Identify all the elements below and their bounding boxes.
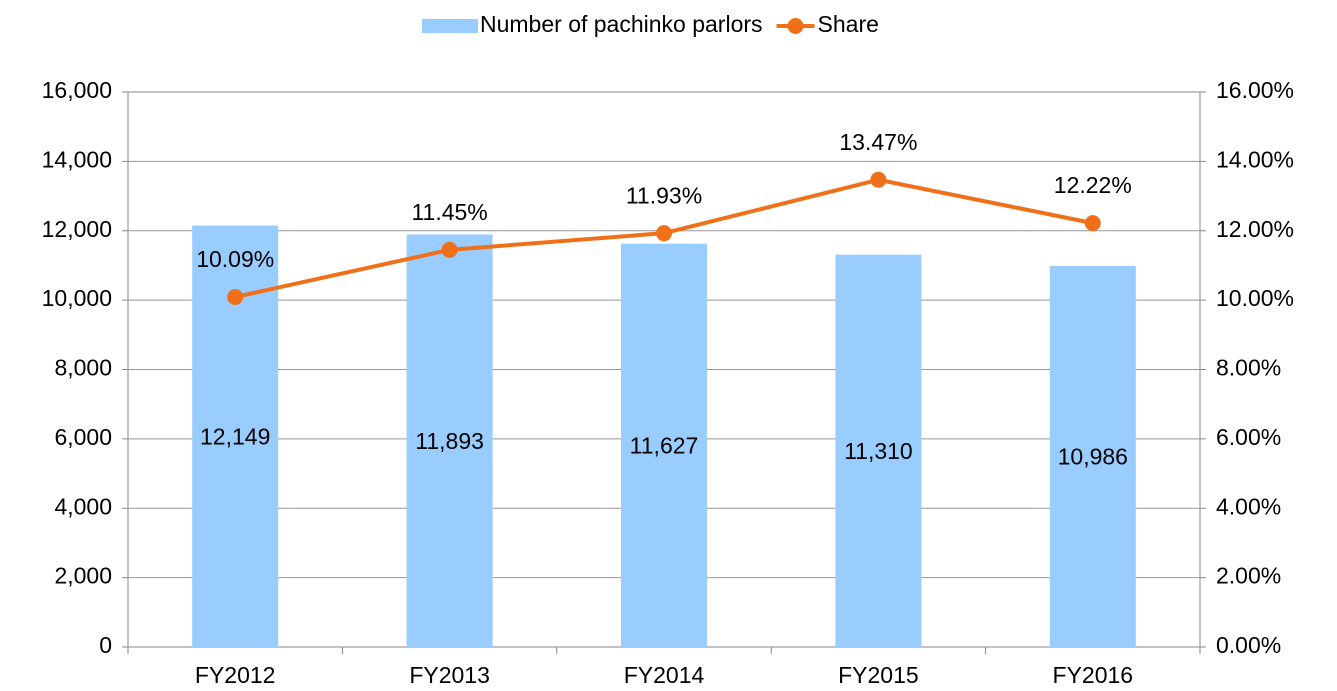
bar: [406, 234, 493, 648]
y-tick-label: 14,000: [42, 146, 112, 172]
y2-tick-label: 8.00%: [1216, 355, 1281, 381]
x-tick-label: FY2016: [1053, 662, 1134, 688]
y2-tick-label: 2.00%: [1216, 563, 1281, 589]
line-value-label: 11.93%: [626, 182, 702, 208]
legend-label: Number of pachinko parlors: [480, 11, 763, 37]
legend-swatch-marker: [787, 18, 804, 34]
x-tick-label: FY2014: [624, 662, 705, 688]
line-value-label: 11.45%: [411, 199, 487, 225]
bar: [835, 254, 922, 647]
bar-value-label: 11,627: [630, 432, 699, 458]
y-tick-label: 12,000: [42, 216, 112, 242]
y2-tick-label: 0.00%: [1216, 632, 1281, 658]
bar-value-label: 12,149: [200, 423, 270, 449]
y-tick-label: 8,000: [54, 355, 112, 381]
bar-value-label: 11,310: [844, 438, 913, 464]
line-marker: [227, 289, 244, 306]
y2-tick-label: 4.00%: [1216, 493, 1281, 519]
line-value-label: 13.47%: [839, 129, 917, 155]
line-marker: [441, 241, 458, 258]
y-tick-label: 4,000: [54, 493, 112, 519]
y2-tick-label: 16.00%: [1216, 77, 1294, 103]
y-tick-label: 16,000: [42, 77, 112, 103]
x-tick-label: FY2012: [195, 662, 276, 688]
y2-tick-label: 12.00%: [1216, 216, 1294, 242]
legend-swatch: [422, 19, 478, 33]
line-value-label: 12.22%: [1054, 172, 1132, 198]
x-tick-label: FY2013: [409, 662, 490, 688]
y-tick-label: 2,000: [54, 563, 112, 589]
line-marker: [1084, 215, 1101, 232]
y2-tick-label: 10.00%: [1216, 285, 1294, 311]
legend-label: Share: [818, 11, 879, 37]
line-marker: [656, 225, 672, 242]
y-tick-label: 0: [99, 632, 112, 658]
line-marker: [870, 171, 887, 188]
line-value-label: 10.09%: [196, 246, 274, 272]
y-tick-label: 6,000: [54, 424, 112, 450]
bar: [621, 243, 707, 648]
y-tick-label: 10,000: [42, 285, 112, 311]
bar-value-label: 11,893: [415, 428, 484, 454]
x-tick-label: FY2015: [838, 662, 919, 688]
bar: [1049, 265, 1136, 647]
y2-tick-label: 6.00%: [1216, 424, 1281, 450]
bar-value-label: 10,986: [1058, 444, 1128, 470]
y2-tick-label: 14.00%: [1216, 146, 1294, 172]
